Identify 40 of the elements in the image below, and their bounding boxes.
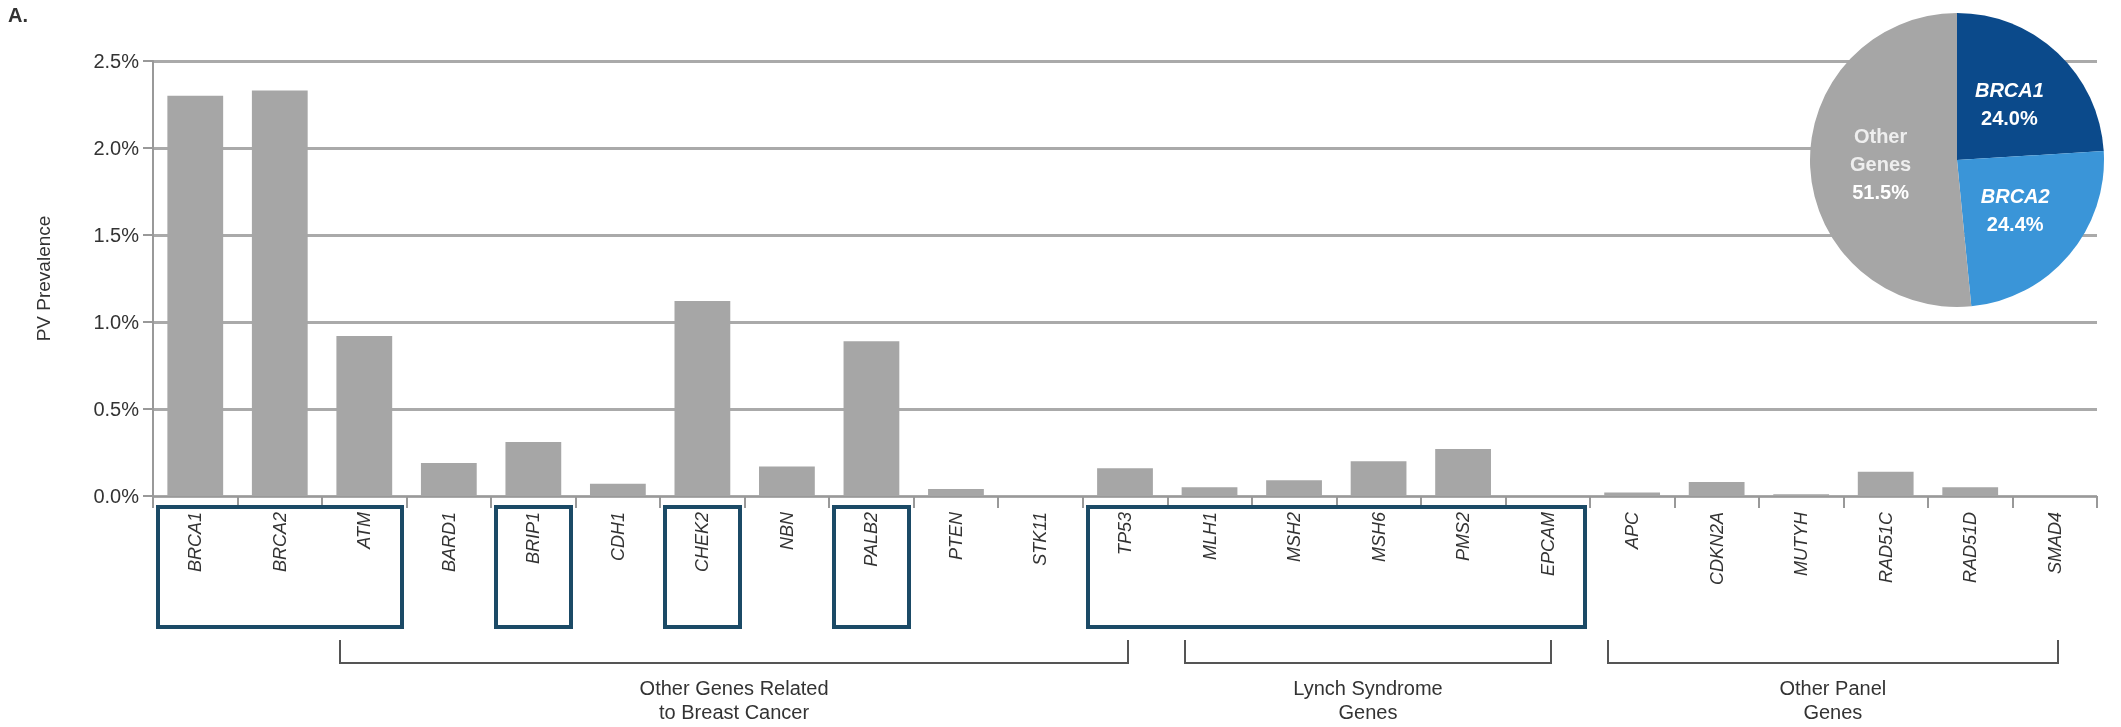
x-tick-label: NBN <box>776 511 797 551</box>
y-tick-label: 0.0% <box>93 485 140 507</box>
y-axis-title: PV Prevalence <box>33 215 54 342</box>
chart-title: A. <box>8 4 28 27</box>
x-tick-label: BRCA1 <box>185 512 206 573</box>
x-tick-label: PMS2 <box>1453 512 1474 562</box>
x-tick-label: RAD51C <box>1875 511 1896 584</box>
slice-label: BRCA1 <box>1974 79 2044 102</box>
slice-label: Other Genes <box>1850 124 1912 175</box>
x-tick-label: RAD51D <box>1960 512 1981 584</box>
data-label: 51.5% <box>1852 180 1910 203</box>
text: Other Genes Related to Breast Cancer <box>638 676 830 724</box>
x-tick-label: CHEK2 <box>692 512 713 573</box>
x-tick-label: ATM <box>354 512 375 550</box>
x-tick-label: STK11 <box>1030 512 1051 566</box>
x-tick-label: BRCA2 <box>269 512 290 573</box>
x-tick-label: PTEN <box>945 511 966 561</box>
x-tick-label: MSH6 <box>1368 511 1389 563</box>
data-label: 24.0% <box>1981 107 2038 130</box>
x-tick-label: PALB2 <box>861 512 882 567</box>
x-tick-label: CDH1 <box>607 512 628 562</box>
x-tick-label: SMAD4 <box>2044 512 2065 575</box>
data-label: 24.4% <box>1986 212 2044 235</box>
text: Lynch Syndrome Genes <box>1292 676 1444 724</box>
text: Other Panel Genes <box>1778 676 1888 724</box>
x-tick-label: CDKN2A <box>1706 512 1727 586</box>
x-tick-label: BRIP1 <box>523 512 544 565</box>
x-tick-label: APC <box>1622 511 1643 551</box>
slice-label: BRCA2 <box>1980 184 2050 207</box>
y-tick-label: 0.5% <box>93 398 140 420</box>
x-tick-label: MUTYH <box>1791 511 1812 576</box>
x-tick-label: TP53 <box>1115 512 1135 556</box>
y-tick-label: 2.0% <box>93 137 140 159</box>
x-tick-label: BARD1 <box>438 512 459 573</box>
x-tick-label: EPCAM <box>1537 512 1558 577</box>
x-tick-label: MLH1 <box>1199 512 1220 561</box>
y-tick-label: 1.5% <box>93 224 140 246</box>
y-tick-label: 2.5% <box>93 50 140 72</box>
x-tick-label: MSH2 <box>1284 512 1305 563</box>
y-tick-label: 1.0% <box>93 311 140 333</box>
